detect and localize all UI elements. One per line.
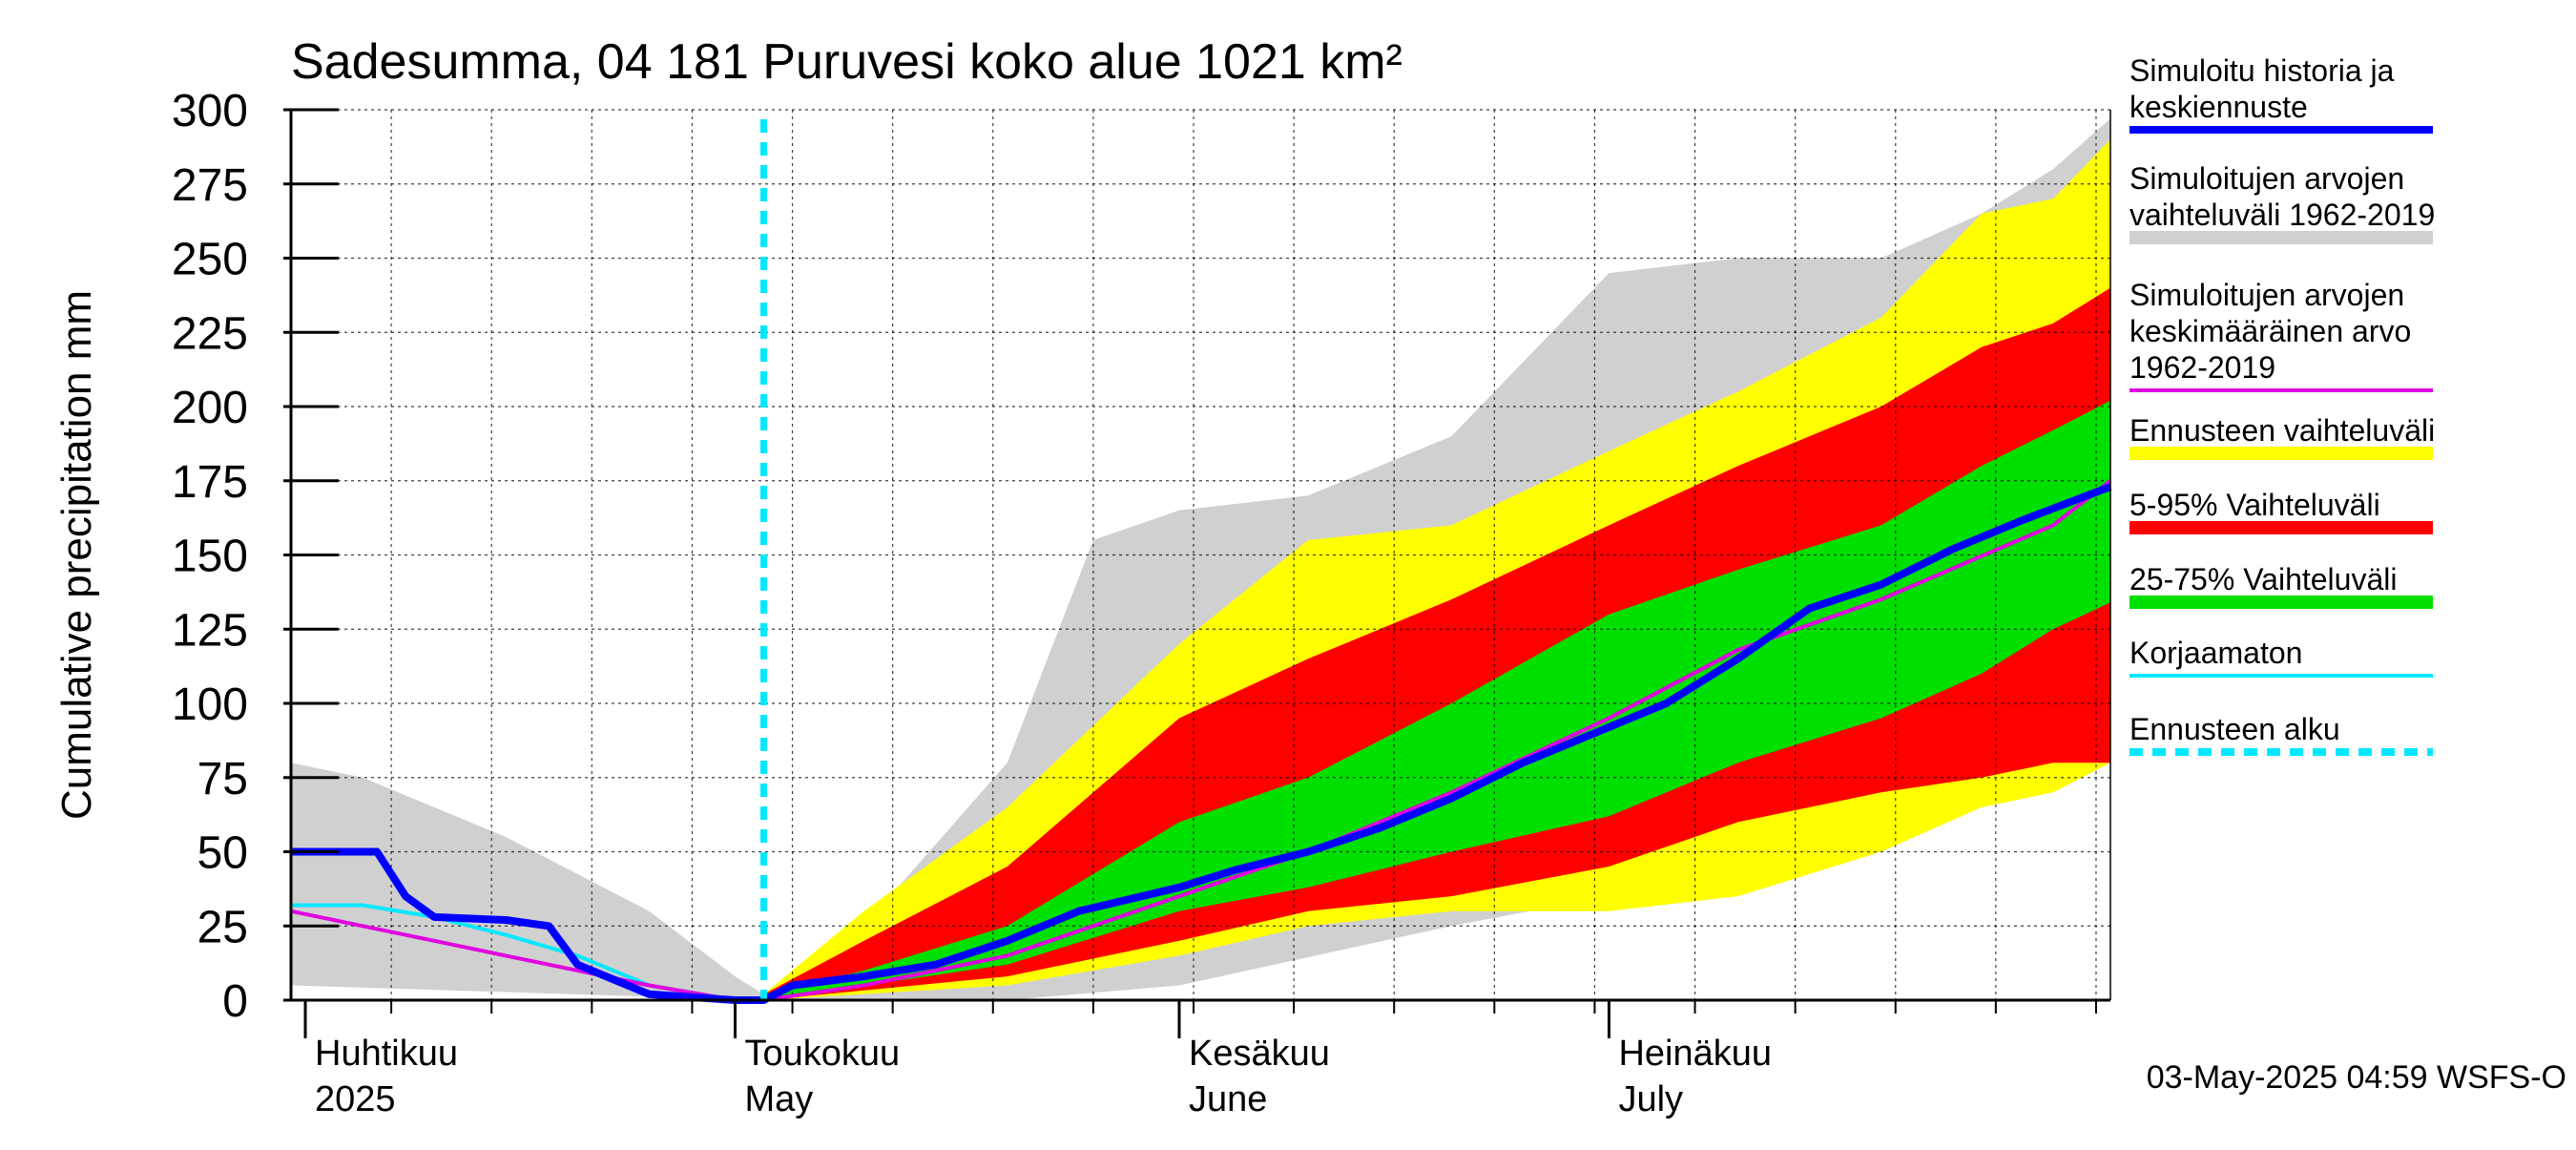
y-tick-label: 0	[222, 976, 248, 1027]
y-axis-label: Cumulative precipitation mm	[53, 290, 100, 820]
y-tick-label: 150	[172, 532, 248, 582]
y-tick-label: 125	[172, 605, 248, 656]
legend-label-forecast_start: Ennusteen alku	[2129, 712, 2340, 746]
legend-label-uncorrected: Korjaamaton	[2129, 636, 2302, 670]
month-label-en: May	[744, 1079, 813, 1119]
y-tick-label: 300	[172, 86, 248, 136]
legend-label-mean: Simuloitujen arvojen	[2129, 278, 2404, 312]
p25-75-band	[763, 400, 2110, 1000]
legend-label-forecast_range: Ennusteen vaihteluväli	[2129, 413, 2435, 448]
month-label-fi: Toukokuu	[744, 1034, 900, 1074]
p5-95-band	[763, 287, 2110, 1001]
legend-label-historical_range: Simuloitujen arvojen	[2129, 161, 2404, 196]
month-label-en: June	[1189, 1079, 1267, 1119]
month-label-en: July	[1618, 1079, 1683, 1119]
y-tick-label: 250	[172, 235, 248, 285]
footer-timestamp: 03-May-2025 04:59 WSFS-O	[2147, 1059, 2566, 1096]
y-tick-label: 50	[197, 828, 248, 879]
y-tick-label: 100	[172, 680, 248, 730]
y-tick-label: 225	[172, 308, 248, 359]
month-label-fi: Kesäkuu	[1189, 1034, 1330, 1074]
legend-label-mean: 1962-2019	[2129, 350, 2275, 385]
legend-label-historical_range: vaihteluväli 1962-2019	[2129, 198, 2435, 232]
y-tick-label: 25	[197, 902, 248, 952]
legend-label-p5_95: 5-95% Vaihteluväli	[2129, 488, 2380, 522]
y-tick-label: 200	[172, 383, 248, 433]
y-tick-label: 275	[172, 160, 248, 211]
simulated-line	[291, 483, 2112, 1004]
legend-label-simulated: keskiennuste	[2129, 90, 2308, 124]
y-tick-label: 175	[172, 457, 248, 508]
legend-label-mean: keskimääräinen arvo	[2129, 314, 2411, 348]
chart-title: Sadesumma, 04 181 Puruvesi koko alue 102…	[291, 34, 1402, 90]
legend-label-simulated: Simuloitu historia ja	[2129, 53, 2395, 88]
month-label-fi: Huhtikuu	[315, 1034, 458, 1074]
month-label-en: 2025	[315, 1079, 396, 1119]
month-label-fi: Heinäkuu	[1618, 1034, 1772, 1074]
y-tick-label: 75	[197, 754, 248, 805]
legend-label-p25_75: 25-75% Vaihteluväli	[2129, 562, 2397, 596]
